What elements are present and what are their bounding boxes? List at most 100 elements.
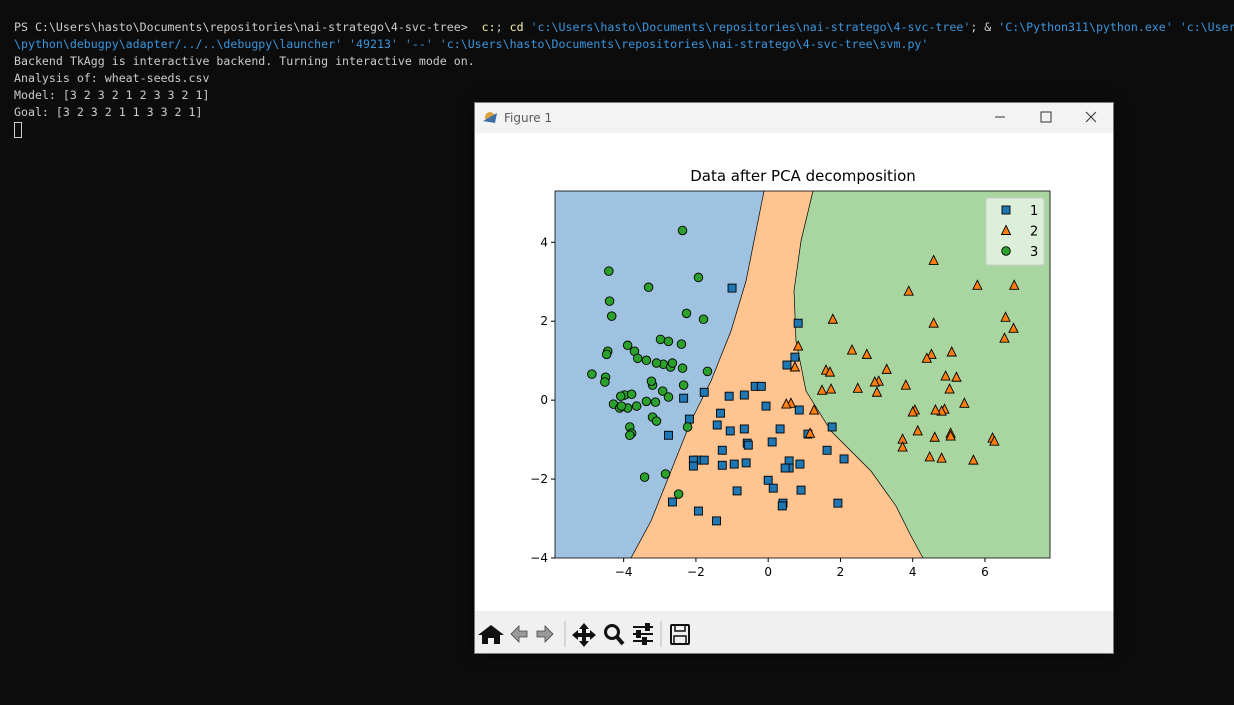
point [684, 414, 694, 424]
point [604, 266, 614, 276]
terminal-line: Backend TkAgg is interactive backend. Tu… [14, 53, 1234, 70]
point [930, 404, 941, 415]
terminal-line: Analysis of: wheat-seeds.csv [14, 70, 1234, 87]
point [777, 501, 787, 511]
point [693, 506, 703, 516]
point [881, 363, 892, 374]
legend-label: 1 [1030, 204, 1038, 219]
point [926, 348, 937, 359]
point [816, 384, 828, 395]
point [790, 352, 800, 362]
y-tick-label: −4 [530, 551, 548, 565]
terminal-text: cd [509, 20, 524, 34]
point [928, 254, 939, 265]
point [604, 296, 615, 306]
point [646, 376, 657, 386]
cursor [14, 122, 22, 138]
point [698, 314, 709, 325]
point [912, 424, 923, 436]
terminal-line: PS C:\Users\hasto\Documents\repositories… [14, 19, 1234, 36]
legend-label: 2 [1030, 225, 1038, 240]
y-tick-label: −2 [530, 472, 548, 486]
x-tick-label: 6 [981, 565, 989, 579]
point [761, 401, 771, 411]
point [657, 386, 668, 396]
point [781, 398, 792, 409]
x-tick-label: 4 [909, 565, 917, 579]
terminal-text: Goal: [3 2 3 2 1 1 3 3 2 1] [14, 105, 203, 119]
figure: Figure 1 Data after PCA decomposition −4… [475, 103, 1113, 653]
pan-button[interactable] [572, 623, 596, 647]
point [663, 336, 674, 347]
point [1009, 279, 1020, 290]
title-bar [475, 103, 1113, 133]
back-button[interactable] [510, 625, 528, 643]
point [921, 352, 933, 363]
x-tick-label: 0 [764, 565, 772, 579]
point [729, 459, 739, 469]
terminal-text [524, 20, 531, 34]
point [897, 441, 908, 452]
close-button[interactable] [1085, 111, 1097, 123]
point [946, 345, 957, 357]
legend-marker [1001, 205, 1011, 215]
point [796, 485, 806, 495]
point [678, 380, 689, 390]
point [808, 404, 820, 415]
point [682, 422, 693, 432]
point [664, 430, 673, 440]
point [989, 435, 1000, 446]
terminal-text [1173, 20, 1180, 34]
point [712, 516, 721, 526]
point [907, 405, 918, 417]
point [717, 460, 727, 470]
terminal-text: ; & [970, 20, 999, 34]
point [775, 424, 785, 434]
point [725, 426, 735, 436]
x-tick-label: −4 [615, 565, 633, 579]
point [846, 344, 858, 355]
point [768, 483, 778, 493]
point [900, 379, 912, 390]
point [677, 363, 688, 373]
zoom-button[interactable] [604, 624, 625, 646]
point [739, 424, 749, 434]
point [667, 358, 678, 368]
point [641, 396, 652, 407]
point [676, 339, 687, 349]
point [869, 375, 880, 387]
point [824, 366, 836, 377]
point [616, 401, 627, 411]
point [825, 383, 837, 394]
point [743, 440, 753, 450]
point [903, 285, 914, 296]
terminal-text: c: [474, 20, 496, 34]
point [827, 313, 839, 324]
terminal-line: Model: [3 2 3 2 1 2 3 3 2 1] [14, 87, 1234, 104]
maximize-button[interactable] [1040, 111, 1052, 123]
point [717, 445, 727, 455]
point [688, 461, 698, 471]
y-tick-label: 2 [540, 314, 548, 328]
forward-button[interactable] [536, 625, 554, 643]
point [660, 469, 671, 479]
point [727, 283, 737, 293]
toolbar [475, 611, 1113, 653]
terminal-text: Backend TkAgg is interactive backend. Tu… [14, 54, 475, 68]
save-button[interactable] [670, 624, 690, 645]
point [940, 370, 951, 381]
point [780, 463, 790, 473]
point [794, 405, 804, 415]
point [643, 282, 654, 293]
point [968, 454, 979, 465]
point [601, 349, 612, 360]
point [861, 348, 873, 359]
decision-boundary [630, 190, 924, 559]
home-button[interactable] [478, 625, 504, 644]
y-tick-label: 0 [540, 393, 548, 407]
legend-marker [1000, 224, 1012, 235]
point [782, 360, 792, 370]
point [712, 420, 722, 430]
configure-button[interactable] [633, 623, 653, 645]
point [702, 366, 713, 377]
